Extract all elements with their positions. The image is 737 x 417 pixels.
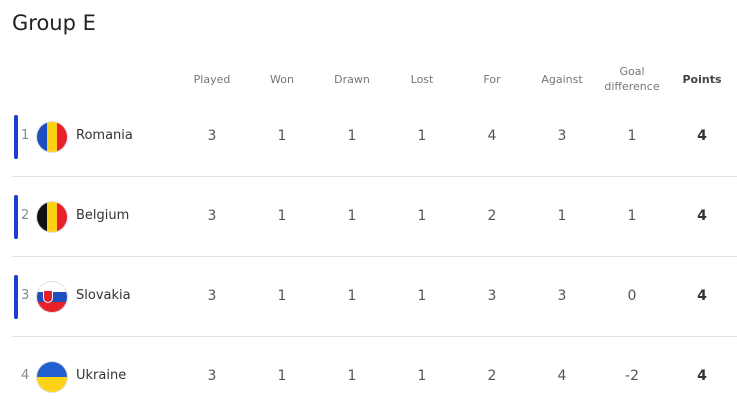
slovakia-flag-icon <box>37 282 67 312</box>
cell-won: 1 <box>277 208 287 224</box>
cell-gd: 0 <box>627 288 637 304</box>
cell-for: 4 <box>487 128 497 144</box>
qualification-indicator <box>14 275 18 319</box>
cell-won: 1 <box>277 368 287 384</box>
header-lost: Lost <box>410 73 434 86</box>
cell-drawn: 1 <box>347 368 357 384</box>
cell-lost: 1 <box>417 128 427 144</box>
table-row[interactable]: 1 Romania 3 1 1 1 4 3 1 4 <box>0 97 737 177</box>
header-points: Points <box>682 73 722 86</box>
rank: 2 <box>21 208 30 223</box>
cell-gd: 1 <box>627 208 637 224</box>
cell-for: 2 <box>487 208 497 224</box>
header-won: Won <box>270 73 294 86</box>
header-against: Against <box>541 73 583 86</box>
header-gd-line2: difference <box>604 80 660 93</box>
cell-drawn: 1 <box>347 128 357 144</box>
cell-played: 3 <box>207 208 217 224</box>
rank: 1 <box>21 128 30 143</box>
rank: 4 <box>21 368 30 383</box>
cell-lost: 1 <box>417 288 427 304</box>
cell-lost: 1 <box>417 368 427 384</box>
cell-drawn: 1 <box>347 288 357 304</box>
cell-won: 1 <box>277 288 287 304</box>
cell-against: 3 <box>557 288 567 304</box>
ukraine-flag-icon <box>37 362 67 392</box>
cell-gd: -2 <box>625 368 639 384</box>
romania-flag-icon <box>37 122 67 152</box>
header-gd-line1: Goal <box>619 65 645 78</box>
team-name[interactable]: Slovakia <box>76 288 131 303</box>
cell-points: 4 <box>697 288 707 304</box>
cell-for: 2 <box>487 368 497 384</box>
table-row[interactable]: 2 Belgium 3 1 1 1 2 1 1 4 <box>0 177 737 257</box>
qualification-indicator <box>14 115 18 159</box>
table-row[interactable]: 3 Slovakia 3 1 1 1 3 3 0 4 <box>0 257 737 337</box>
cell-points: 4 <box>697 368 707 384</box>
header-drawn: Drawn <box>334 73 370 86</box>
cell-won: 1 <box>277 128 287 144</box>
belgium-flag-icon <box>37 202 67 232</box>
cell-against: 4 <box>557 368 567 384</box>
cell-gd: 1 <box>627 128 637 144</box>
cell-played: 3 <box>207 368 217 384</box>
cell-against: 3 <box>557 128 567 144</box>
table-row[interactable]: 4 Ukraine 3 1 1 1 2 4 -2 4 <box>0 337 737 417</box>
rank: 3 <box>21 288 30 303</box>
cell-points: 4 <box>697 128 707 144</box>
cell-lost: 1 <box>417 208 427 224</box>
header-played: Played <box>193 73 231 86</box>
row-divider <box>12 176 737 177</box>
team-name[interactable]: Ukraine <box>76 368 127 383</box>
cell-against: 1 <box>557 208 567 224</box>
group-title: Group E <box>12 11 96 35</box>
header-for: For <box>483 73 501 86</box>
qualification-indicator <box>14 195 18 239</box>
row-divider <box>12 336 737 337</box>
table-header: Played Won Drawn Lost For Against Goal di… <box>0 60 737 100</box>
team-name[interactable]: Belgium <box>76 208 130 223</box>
cell-played: 3 <box>207 128 217 144</box>
row-divider <box>12 256 737 257</box>
cell-played: 3 <box>207 288 217 304</box>
cell-points: 4 <box>697 208 707 224</box>
team-name[interactable]: Romania <box>76 128 133 143</box>
cell-drawn: 1 <box>347 208 357 224</box>
header-goal-difference: Goal difference <box>592 64 672 94</box>
cell-for: 3 <box>487 288 497 304</box>
